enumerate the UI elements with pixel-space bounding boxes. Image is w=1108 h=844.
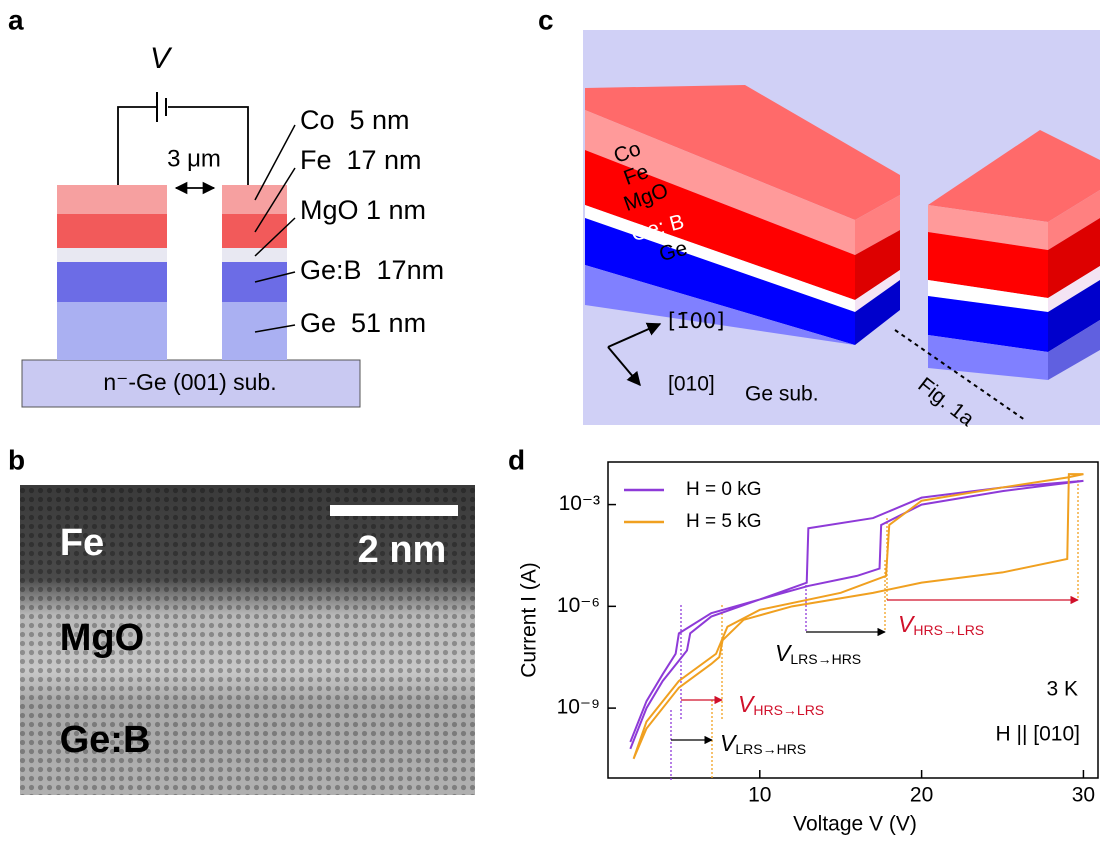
leader-line [254,217,296,257]
gap-label: 3 μm [167,145,221,172]
annotation: VLRS→HRS [775,640,861,667]
leader-line [254,271,296,283]
scale-bar-label: 2 nm [358,529,447,571]
scale-bar [330,505,458,516]
temperature-label: 3 K [1046,678,1078,701]
direction-arrow [607,346,641,387]
geb-side [855,280,900,345]
geb-layer [57,262,167,302]
circuit-wire [117,106,249,185]
geb-layer [222,262,287,302]
annotation-symbol: V [898,611,916,637]
source-label: V [150,42,173,75]
left-block [585,85,900,345]
geb-layer [928,296,1048,352]
right-block [928,130,1100,380]
panel-label: c [538,4,554,35]
mgo-layer [585,205,855,312]
legend-label: H = 5 kG [686,511,762,532]
y-tick-label: 10⁻⁶ [557,594,600,617]
series-line [632,473,1084,760]
substrate-label: Ge sub. [745,383,819,406]
panel-label: a [8,4,24,35]
annotation-subscript: HRS→LRS [753,702,824,718]
annotation-subscript: HRS→LRS [913,622,984,638]
x-tick-label: 20 [910,784,933,807]
layer-label: Fe [60,522,104,564]
y-tick-label: 10⁻⁹ [557,696,600,719]
mgo-layer [928,280,1048,312]
cut-line [894,329,1026,421]
plot-frame [607,461,1099,779]
legend-label: H = 0 kG [686,479,762,500]
layer-label: Fe 17 nm [300,145,422,175]
layer-label: Ge:B 17nm [300,255,444,285]
y-axis-label: Current I (A) [518,562,541,678]
direction-label: [010] [668,373,715,396]
geb-side [1048,280,1100,352]
co-layer [57,185,167,214]
panel-label: d [508,444,525,475]
fe-layer [222,214,287,248]
annotation-symbol: V [720,730,738,756]
direction-label: [1̄00] [668,309,724,333]
layer-label: Ge 51 nm [300,308,426,338]
panel-c: c Co Fe MgO Ge: B Ge [1̄00] [010] Ge sub… [538,4,1100,431]
annotation-symbol: V [738,691,756,717]
fe-side [855,230,900,300]
co-layer [928,205,1048,250]
annotation: VHRS→LRS [898,611,984,638]
leader-line [254,167,296,233]
mgo-side [855,270,900,312]
field-direction-label: H || [010] [996,723,1080,746]
x-tick-label: 10 [748,784,771,807]
co-side [855,195,900,255]
ge-layer [57,302,167,360]
tem-lattice [20,485,475,795]
layer-label: MgO [60,617,144,659]
leader-lines [254,124,296,333]
leader-line [254,324,296,333]
left-stack [57,185,167,360]
substrate [21,359,361,408]
co-side [1048,190,1100,250]
co-layer [585,110,855,255]
right-stack [222,185,287,360]
y-tick-label: 10⁻³ [559,492,600,515]
layer-label: Co 5 nm [300,105,410,135]
annotation: VLRS→HRS [720,730,806,757]
annotation: VHRS→LRS [738,691,824,718]
ge-layer [585,265,855,345]
annotation-symbol: V [775,640,793,666]
direction-arrow [607,322,662,348]
ge-side [1048,320,1100,380]
panel-d: d Current I (A) Voltage V (V) 3 K H || [… [508,444,1099,836]
panel-label: b [8,444,25,475]
mgo-layer [57,248,167,262]
series-line [629,479,1084,750]
panel-a: a n⁻-Ge (001) sub. V 3 μm Co 5 nm Fe 17 … [8,4,444,408]
substrate-label: n⁻-Ge (001) sub. [103,369,276,395]
co-top [928,130,1100,222]
fe-layer [57,214,167,248]
ge-layer [222,302,287,360]
fe-side [1048,218,1100,298]
fe-layer [585,150,855,300]
annotation-subscript: LRS→HRS [735,741,806,757]
layer-label: Ge:B [60,719,151,761]
x-axis-label: Voltage V (V) [793,813,917,836]
ge-layer [928,335,1048,380]
x-tick-label: 30 [1072,784,1095,807]
leader-line [254,124,296,201]
fe-layer [928,232,1048,298]
layer-label: MgO 1 nm [300,195,426,225]
mgo-side [1048,266,1100,312]
mgo-layer [222,248,287,262]
geb-layer [585,218,855,345]
co-top [585,85,900,220]
annotation-subscript: LRS→HRS [790,651,861,667]
panel-b: b Fe MgO Ge:B 2 nm [8,444,475,795]
